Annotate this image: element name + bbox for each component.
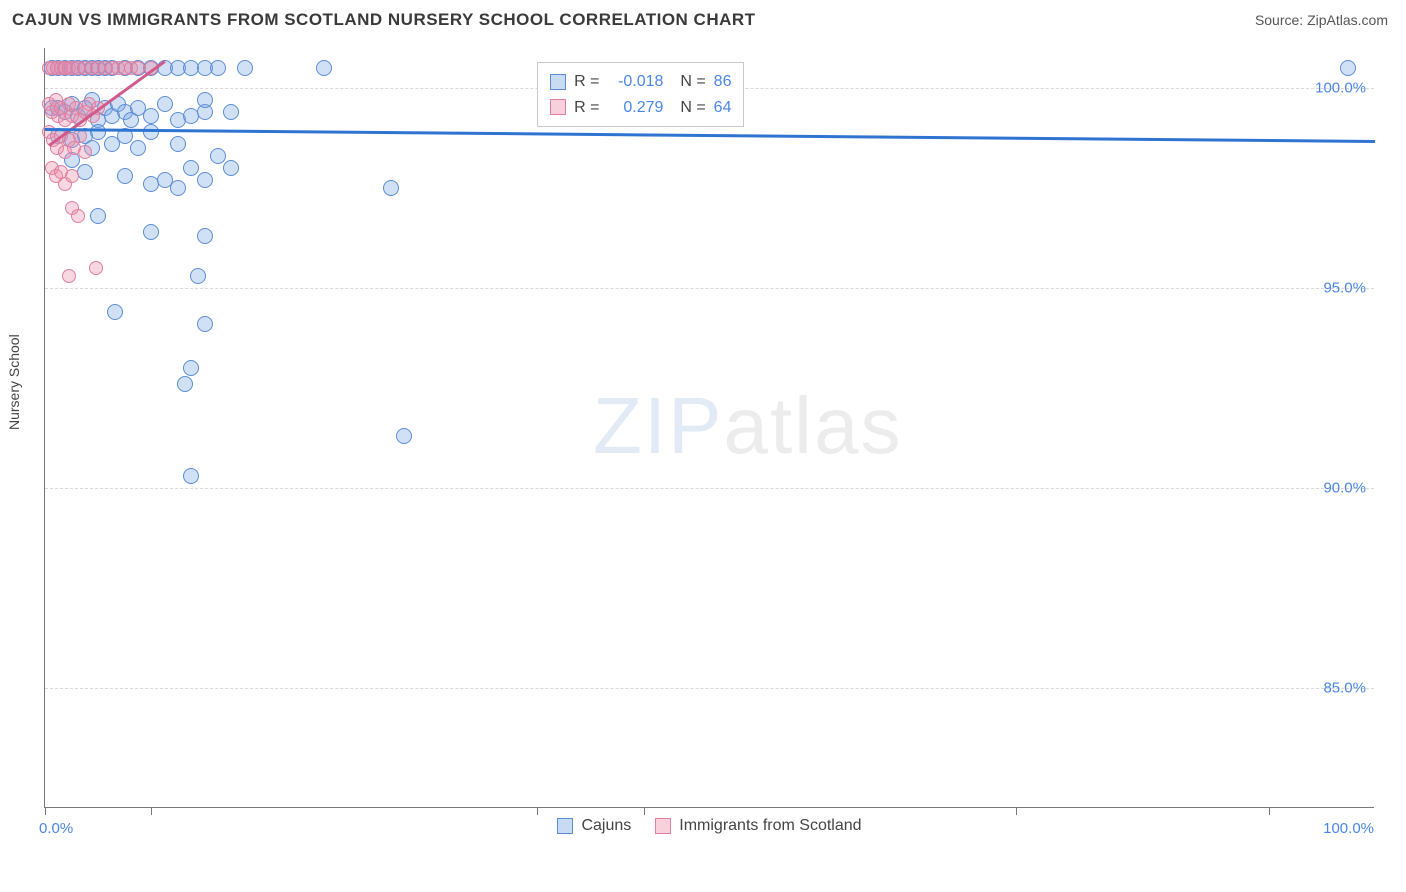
data-point <box>183 468 199 484</box>
data-point <box>78 145 92 159</box>
data-point <box>143 124 159 140</box>
y-tick-label: 85.0% <box>1323 680 1366 697</box>
data-point <box>90 208 106 224</box>
data-point <box>143 108 159 124</box>
data-point <box>1340 60 1356 76</box>
data-point <box>89 261 103 275</box>
legend-label: Cajuns <box>581 817 631 835</box>
legend-swatch <box>655 818 671 834</box>
data-point <box>71 209 85 223</box>
x-tick <box>644 807 645 815</box>
gridline <box>45 688 1374 689</box>
data-point <box>130 140 146 156</box>
data-point <box>143 224 159 240</box>
data-point <box>117 168 133 184</box>
data-point <box>62 269 76 283</box>
data-point <box>90 124 106 140</box>
data-point <box>131 61 145 75</box>
data-point <box>396 428 412 444</box>
legend-item: Cajuns <box>557 817 631 835</box>
plot-area: 85.0%90.0%95.0%100.0%0.0%100.0%ZIPatlasR… <box>44 48 1374 808</box>
legend-swatch <box>557 818 573 834</box>
stat-n-label: N = <box>671 95 705 121</box>
bottom-legend: Cajuns Immigrants from Scotland <box>45 817 1374 839</box>
stat-n-value: 64 <box>714 95 732 121</box>
data-point <box>170 180 186 196</box>
data-point <box>170 136 186 152</box>
stat-r-label: R = <box>574 95 599 121</box>
x-tick <box>537 807 538 815</box>
y-tick-label: 90.0% <box>1323 480 1366 497</box>
data-point <box>183 160 199 176</box>
legend-swatch <box>550 99 566 115</box>
legend-item: Immigrants from Scotland <box>655 817 861 835</box>
data-point <box>223 160 239 176</box>
stat-r-value: -0.018 <box>607 69 663 95</box>
data-point <box>210 60 226 76</box>
legend-label: Immigrants from Scotland <box>679 817 861 835</box>
data-point <box>197 228 213 244</box>
data-point <box>177 376 193 392</box>
stats-row: R = 0.279 N = 64 <box>550 95 731 121</box>
data-point <box>190 268 206 284</box>
gridline <box>45 288 1374 289</box>
y-tick-label: 95.0% <box>1323 280 1366 297</box>
data-point <box>237 60 253 76</box>
x-tick <box>151 807 152 815</box>
x-tick <box>1016 807 1017 815</box>
data-point <box>197 92 213 108</box>
stats-legend: R = -0.018 N = 86 R = 0.279 N = 64 <box>537 62 744 127</box>
y-axis-label: Nursery School <box>6 334 22 430</box>
x-tick <box>1269 807 1270 815</box>
data-point <box>183 360 199 376</box>
stat-n-value: 86 <box>714 69 732 95</box>
data-point <box>210 148 226 164</box>
legend-swatch <box>550 74 566 90</box>
x-tick <box>45 807 46 815</box>
data-point <box>197 172 213 188</box>
data-point <box>73 129 87 143</box>
source-label: Source: ZipAtlas.com <box>1255 12 1388 28</box>
stats-row: R = -0.018 N = 86 <box>550 69 731 95</box>
y-tick-label: 100.0% <box>1315 80 1366 97</box>
data-point <box>65 169 79 183</box>
data-point <box>316 60 332 76</box>
stat-r-value: 0.279 <box>607 95 663 121</box>
data-point <box>223 104 239 120</box>
chart-title: CAJUN VS IMMIGRANTS FROM SCOTLAND NURSER… <box>12 10 756 30</box>
gridline <box>45 488 1374 489</box>
trend-line <box>45 128 1375 142</box>
stat-n-label: N = <box>671 69 705 95</box>
data-point <box>157 96 173 112</box>
data-point <box>107 304 123 320</box>
data-point <box>383 180 399 196</box>
data-point <box>77 164 93 180</box>
data-point <box>197 316 213 332</box>
stat-r-label: R = <box>574 69 599 95</box>
watermark: ZIPatlas <box>593 380 902 472</box>
